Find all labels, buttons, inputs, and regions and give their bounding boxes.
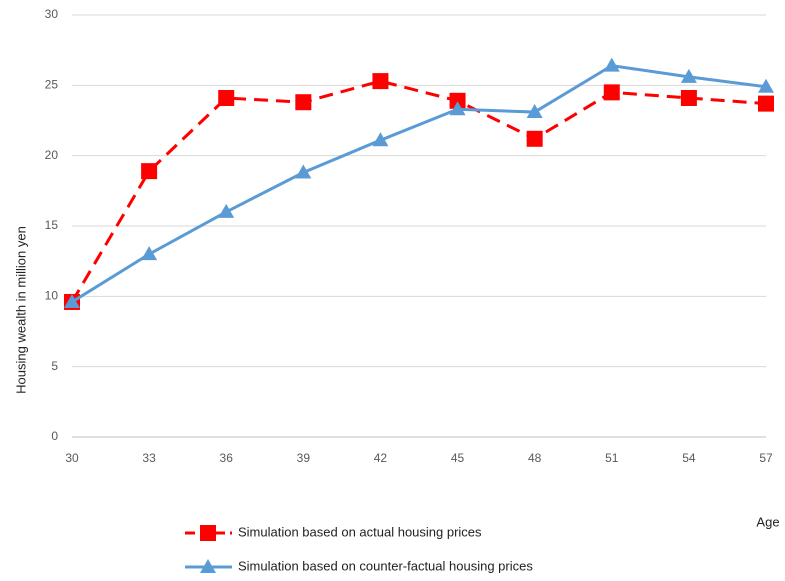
data-point bbox=[141, 163, 158, 180]
y-tick-label: 5 bbox=[51, 359, 58, 373]
data-point bbox=[141, 246, 158, 261]
data-point bbox=[449, 92, 466, 109]
data-point bbox=[603, 57, 620, 72]
data-point bbox=[526, 104, 543, 119]
data-point bbox=[295, 164, 312, 179]
x-tick-label: 36 bbox=[220, 451, 234, 465]
data-point bbox=[64, 293, 80, 308]
legend-label: Simulation based on actual housing price… bbox=[238, 524, 482, 539]
x-tick-label: 30 bbox=[65, 451, 79, 465]
x-tick-label: 54 bbox=[682, 451, 696, 465]
y-tick-label: 15 bbox=[45, 218, 59, 232]
x-tick-label: 39 bbox=[297, 451, 311, 465]
y-tick-label: 30 bbox=[45, 7, 59, 21]
data-point bbox=[526, 130, 543, 147]
y-tick-label: 25 bbox=[45, 78, 59, 92]
data-point bbox=[758, 95, 774, 112]
data-point bbox=[218, 203, 235, 218]
y-tick-label: 20 bbox=[45, 148, 59, 162]
y-tick-label: 10 bbox=[45, 289, 59, 303]
y-tick-label: 0 bbox=[51, 429, 58, 443]
x-tick-label: 42 bbox=[374, 451, 388, 465]
data-point bbox=[680, 89, 697, 106]
y-axis-label: Housing wealth in million yen bbox=[13, 226, 28, 394]
data-point bbox=[372, 73, 389, 90]
x-tick-label: 48 bbox=[528, 451, 542, 465]
series-line bbox=[70, 79, 767, 303]
data-point bbox=[218, 89, 235, 106]
data-point bbox=[603, 84, 620, 101]
data-point bbox=[295, 94, 312, 111]
legend-label: Simulation based on counter-factual hous… bbox=[238, 558, 533, 573]
x-tick-label: 33 bbox=[142, 451, 156, 465]
x-axis-label: Age bbox=[756, 514, 779, 529]
data-point bbox=[372, 132, 389, 147]
x-tick-label: 51 bbox=[605, 451, 619, 465]
x-tick-label: 45 bbox=[451, 451, 465, 465]
legend-marker bbox=[200, 525, 216, 541]
x-tick-label: 57 bbox=[759, 451, 773, 465]
legend-marker bbox=[200, 559, 216, 573]
data-point bbox=[449, 101, 466, 116]
data-point bbox=[680, 68, 697, 83]
data-point bbox=[758, 78, 774, 93]
series-line bbox=[71, 64, 767, 304]
